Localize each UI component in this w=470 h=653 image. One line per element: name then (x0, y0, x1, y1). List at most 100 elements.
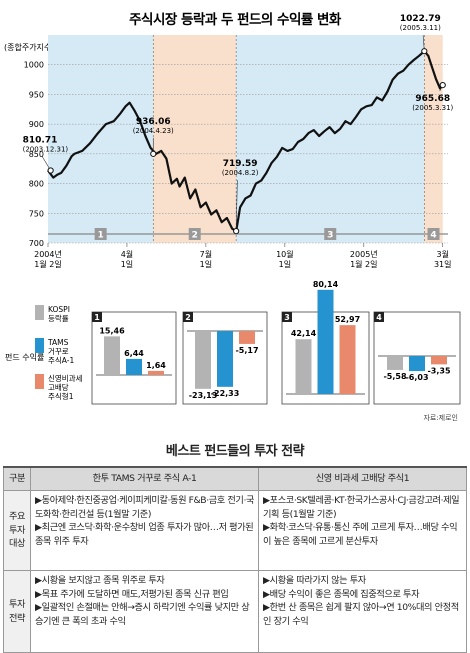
period-badge-3 (324, 228, 337, 240)
bullet-text: ▶배당 수익이 좋은 종목에 집중적으로 투자 (263, 588, 420, 600)
row-label: 주요 투자 대상 (3, 490, 31, 571)
header-fund-2: 신영 비과세 고배당 주식1 (258, 466, 467, 491)
table-header-row: 구분 한투 TAMS 거꾸로 주식 A-1 신영 비과세 고배당 주식1 (3, 466, 467, 491)
bar-shinyoung (431, 356, 447, 365)
row-fund-1-cell: ▶시황을 보지않고 종목 위주로 투자 ▶목표 주가에 도달하면 매도,저평가된… (30, 570, 259, 653)
row-fund-2-cell: ▶포스코·SK텔레콤·KT·한국가스공사·CJ·금강고려·제일기획 등(1월말 … (258, 490, 467, 571)
legend-label: 신영비과세 (48, 373, 83, 383)
bullet-text: ▶포스코·SK텔레콤·KT·한국가스공사·CJ·금강고려·제일기획 등(1월말 … (263, 495, 460, 520)
legend-label: 주식형1 (48, 392, 74, 401)
row-fund-2-cell: ▶시황을 따라가지 않는 투자 ▶배당 수익이 좋은 종목에 집중적으로 투자 … (258, 570, 467, 653)
annotation-leader (235, 180, 238, 232)
annotation-value: 936.06 (136, 117, 171, 127)
bullet-text: ▶화학·코스닥·유통·통신 주에 고르게 투자…배당 수익이 높은 종목에 고르… (263, 522, 458, 547)
legend-swatch-kospi (35, 305, 44, 320)
period-band-3 (236, 35, 425, 243)
bar-value-label: -6,03 (405, 373, 428, 382)
period-badge-text: 4 (430, 231, 436, 241)
bar-panel-badge-text: 2 (185, 313, 191, 322)
legend-side-label: 펀드 수익률 (5, 352, 44, 362)
bar-panel-badge-4 (374, 312, 384, 322)
annotation-value: 1022.79 (400, 14, 441, 24)
bullet-text: ▶최근엔 코스닥·화학·운수창비 업종 투자가 많아…저 평가된 종목 위주 투… (35, 522, 254, 547)
bar-value-label: -23,13 (189, 391, 218, 400)
bullet-text: ▶동아제약·한진중공업·케이피케미칼·동원 F&B·금호 전기·국도화학·한리건… (35, 495, 255, 520)
legend-swatch-shinyoung (35, 374, 44, 389)
bar-value-label: -3,35 (427, 366, 450, 375)
header-fund-1: 한투 TAMS 거꾸로 주식 A-1 (30, 466, 259, 491)
bar-shinyoung (148, 370, 164, 375)
x-tick-label: 1일 (121, 260, 133, 269)
bar-kospi (104, 336, 120, 375)
bar-tams (317, 289, 334, 394)
bar-panel-badge-2 (183, 312, 193, 322)
bar-kospi (295, 339, 312, 394)
x-tick-label: 7월 (200, 249, 212, 259)
bar-panel-badge-1 (92, 312, 102, 322)
strategy-table: 구분 한투 TAMS 거꾸로 주식 A-1 신영 비과세 고배당 주식1 주요 … (3, 466, 467, 653)
bullet-text: ▶목표 주가에 도달하면 매도,저평가된 종목 신규 편입 (35, 588, 229, 600)
table-row: 주요 투자 대상 ▶동아제약·한진중공업·케이피케미칼·동원 F&B·금호 전기… (3, 490, 467, 571)
bar-value-label: -22,33 (211, 389, 240, 398)
period-badge-2 (188, 228, 201, 240)
bar-panel-badge-text: 3 (284, 313, 290, 322)
annotation-marker (47, 167, 54, 174)
y-tick-label: 950 (29, 90, 44, 99)
x-tick-label: 1일 (200, 260, 212, 269)
bar-shinyoung (339, 325, 356, 394)
table-row: 투자 전략 ▶시황을 보지않고 종목 위주로 투자 ▶목표 주가에 도달하면 매… (3, 570, 467, 653)
bar-value-label: 42,14 (291, 329, 317, 338)
period-badge-text: 2 (192, 231, 198, 241)
annotation-date: (2005.3.11) (400, 24, 441, 32)
bar-kospi (195, 331, 211, 389)
bar-value-label: 52,97 (335, 315, 360, 324)
bar-value-label: -5,58 (383, 372, 406, 381)
y-tick-label: 1000 (24, 61, 44, 70)
bar-kospi (387, 356, 403, 370)
chart-figure: 주식시장 등락과 두 펀드의 수익률 변화 (종합주가지수) 700 750 800 85… (4, 11, 461, 405)
y-tick-label: 850 (29, 150, 44, 159)
bar-panel-frame-1 (91, 311, 177, 405)
bullet-text: ▶시황을 보지않고 종목 위주로 투자 (35, 575, 165, 586)
bar-tams (409, 356, 425, 372)
annotation-date: (2005.3.31) (412, 104, 453, 112)
bar-tams (126, 358, 142, 375)
annotation-value: 965.68 (415, 94, 450, 104)
row-label: 투자 전략 (3, 570, 31, 653)
x-tick-label: 31일 (434, 260, 452, 269)
kospi-series-line (47, 50, 444, 233)
period-badge-4 (427, 228, 440, 240)
x-tick-label: 2004년 (34, 249, 62, 259)
strategy-title: 베스트 펀드들의 투자 전략 (165, 444, 305, 459)
legend-label: 주식A-1 (48, 356, 74, 365)
legend-label: 고배당 (48, 382, 69, 392)
annotation-marker (233, 228, 240, 235)
annotation-marker (150, 150, 157, 157)
annotation-date: (2004.4.23) (133, 127, 174, 135)
x-tick-label: 1월 2일 (350, 259, 377, 269)
annotation-date: (2004.8.2) (222, 169, 259, 177)
period-badge-text: 3 (327, 231, 333, 241)
header-category: 구분 (3, 466, 31, 491)
period-badge-1 (94, 228, 107, 240)
legend-label: 등락률 (48, 314, 69, 323)
y-tick-label: 900 (29, 120, 44, 129)
x-tick-label: 2005년 (350, 249, 378, 259)
x-tick-label: 3월 (437, 249, 449, 259)
annotation-value: 719.59 (223, 159, 258, 169)
annotation-date: (2003.12.31) (23, 145, 69, 153)
bullet-text: ▶한번 산 종목은 쉽게 팔지 않아→연 10%대의 안정적인 장기 수익 (263, 602, 459, 627)
annotation-marker (421, 48, 428, 55)
period-band-4 (424, 35, 443, 243)
y-tick-label: 750 (29, 209, 44, 218)
chart-title: 주식시장 등락과 두 펀드의 수익률 변화 (129, 11, 342, 28)
annotation-marker (439, 82, 446, 89)
bar-value-label: 6,44 (124, 349, 144, 358)
bullet-text: ▶일괄적인 손절매는 안해→증시 하락기엔 수익률 낮지만 상승기엔 큰 폭의 … (35, 602, 250, 627)
bar-shinyoung (239, 331, 255, 344)
y-tick-label: 800 (29, 180, 44, 189)
legend-swatch-tams (35, 338, 44, 353)
y-axis-label: (종합주가지수) (4, 43, 54, 52)
x-tick-label: 1일 (279, 260, 291, 269)
bar-value-label: 15,46 (99, 326, 125, 335)
